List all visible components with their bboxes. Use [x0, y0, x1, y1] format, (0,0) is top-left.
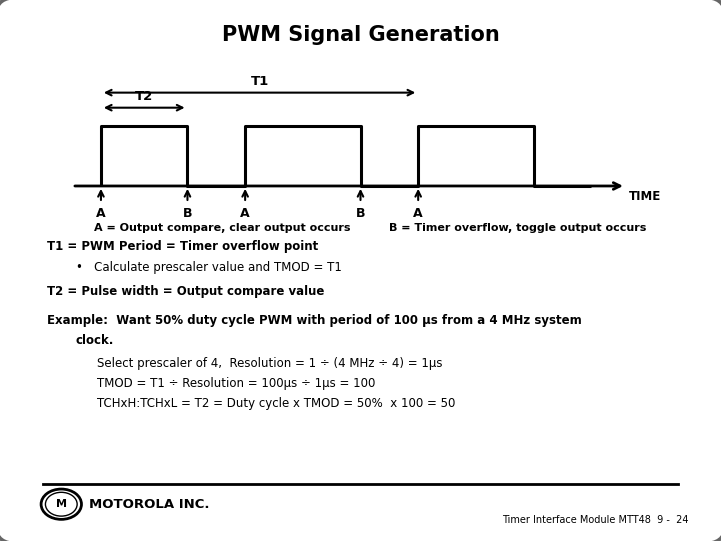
- Text: A: A: [240, 207, 250, 220]
- Text: B: B: [355, 207, 366, 220]
- Text: PWM Signal Generation: PWM Signal Generation: [221, 25, 500, 45]
- Text: A = Output compare, clear output occurs: A = Output compare, clear output occurs: [94, 223, 350, 233]
- Text: Example:  Want 50% duty cycle PWM with period of 100 μs from a 4 MHz system: Example: Want 50% duty cycle PWM with pe…: [47, 314, 582, 327]
- Text: B = Timer overflow, toggle output occurs: B = Timer overflow, toggle output occurs: [389, 223, 647, 233]
- Text: A: A: [96, 207, 106, 220]
- Text: B: B: [182, 207, 193, 220]
- Text: clock.: clock.: [76, 334, 114, 347]
- Text: T2 = Pulse width = Output compare value: T2 = Pulse width = Output compare value: [47, 285, 324, 298]
- Text: T1 = PWM Period = Timer overflow point: T1 = PWM Period = Timer overflow point: [47, 240, 318, 253]
- Text: Timer Interface Module MTT48  9 -  24: Timer Interface Module MTT48 9 - 24: [502, 516, 689, 525]
- Text: T1: T1: [250, 75, 269, 88]
- Text: TIME: TIME: [629, 189, 661, 202]
- Text: •   Calculate prescaler value and TMOD = T1: • Calculate prescaler value and TMOD = T…: [76, 261, 342, 274]
- Text: A: A: [413, 207, 423, 220]
- Text: M: M: [56, 499, 67, 509]
- Text: TMOD = T1 ÷ Resolution = 100μs ÷ 1μs = 100: TMOD = T1 ÷ Resolution = 100μs ÷ 1μs = 1…: [97, 377, 376, 390]
- Text: TCHxH:TCHxL = T2 = Duty cycle x TMOD = 50%  x 100 = 50: TCHxH:TCHxL = T2 = Duty cycle x TMOD = 5…: [97, 397, 456, 410]
- Text: T2: T2: [135, 90, 154, 103]
- Text: MOTOROLA INC.: MOTOROLA INC.: [89, 498, 209, 511]
- Text: Select prescaler of 4,  Resolution = 1 ÷ (4 MHz ÷ 4) = 1μs: Select prescaler of 4, Resolution = 1 ÷ …: [97, 357, 443, 370]
